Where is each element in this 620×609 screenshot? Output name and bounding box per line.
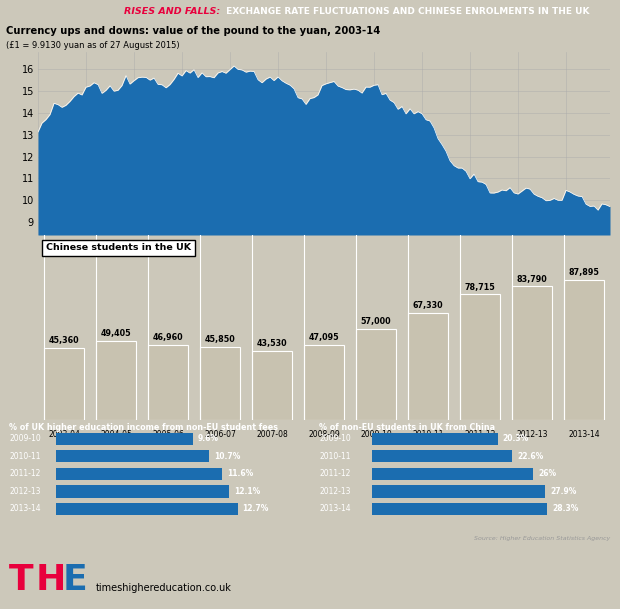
Text: 2009-10: 2009-10 xyxy=(319,434,351,443)
Text: 27.9%: 27.9% xyxy=(550,487,577,496)
Text: 43,530: 43,530 xyxy=(257,339,287,348)
Bar xyxy=(459,295,500,420)
Text: 22.6%: 22.6% xyxy=(517,452,543,461)
Bar xyxy=(200,347,241,420)
Bar xyxy=(56,468,222,480)
Text: 2013-14: 2013-14 xyxy=(9,504,41,513)
Bar xyxy=(56,485,229,498)
Text: 2012-13: 2012-13 xyxy=(319,487,351,496)
Text: 2005-06: 2005-06 xyxy=(152,430,184,439)
Text: 49,405: 49,405 xyxy=(100,329,131,339)
Text: 47,095: 47,095 xyxy=(309,333,339,342)
Text: 10.7%: 10.7% xyxy=(214,452,240,461)
Bar xyxy=(372,503,547,515)
Bar xyxy=(356,329,396,420)
Text: 2012-13: 2012-13 xyxy=(9,487,41,496)
Bar xyxy=(252,351,292,420)
Text: 2010-11: 2010-11 xyxy=(319,452,351,461)
Text: timeshighereducation.co.uk: timeshighereducation.co.uk xyxy=(96,583,232,593)
Text: 87,895: 87,895 xyxy=(569,268,600,277)
Text: 2012-13: 2012-13 xyxy=(516,430,547,439)
Text: 45,850: 45,850 xyxy=(205,335,236,344)
Bar xyxy=(408,312,448,420)
Text: 67,330: 67,330 xyxy=(413,301,443,310)
Text: 2006-07: 2006-07 xyxy=(204,430,236,439)
Text: 2011-12: 2011-12 xyxy=(9,470,41,478)
Text: 2007-08: 2007-08 xyxy=(256,430,288,439)
Bar xyxy=(95,341,136,420)
Text: 2011-12: 2011-12 xyxy=(319,470,351,478)
Bar xyxy=(372,432,498,445)
Text: EXCHANGE RATE FLUCTUATIONS AND CHINESE ENROLMENTS IN THE UK: EXCHANGE RATE FLUCTUATIONS AND CHINESE E… xyxy=(223,7,590,15)
Text: (£1 = 9.9130 yuan as of 27 August 2015): (£1 = 9.9130 yuan as of 27 August 2015) xyxy=(6,41,180,51)
Text: 57,000: 57,000 xyxy=(361,317,391,326)
Text: 2004-05: 2004-05 xyxy=(100,430,132,439)
Text: T: T xyxy=(9,563,34,597)
Bar xyxy=(372,468,533,480)
Bar xyxy=(304,345,344,420)
Bar xyxy=(56,450,209,462)
Text: 46,960: 46,960 xyxy=(153,333,184,342)
Text: 2010-11: 2010-11 xyxy=(412,430,444,439)
Text: % of non-EU students in UK from China: % of non-EU students in UK from China xyxy=(319,423,495,432)
Text: 26%: 26% xyxy=(538,470,556,478)
Text: 28.3%: 28.3% xyxy=(552,504,579,513)
Text: 2003-04: 2003-04 xyxy=(48,430,80,439)
Text: 12.1%: 12.1% xyxy=(234,487,260,496)
Bar xyxy=(56,503,237,515)
Text: Source: Higher Education Statistics Agency: Source: Higher Education Statistics Agen… xyxy=(474,536,611,541)
Text: % of UK higher education income from non-EU student fees: % of UK higher education income from non… xyxy=(9,423,278,432)
Text: 2008-09: 2008-09 xyxy=(308,430,340,439)
Bar xyxy=(148,345,188,420)
Text: Chinese students in the UK: Chinese students in the UK xyxy=(46,244,191,252)
Text: 9.6%: 9.6% xyxy=(198,434,219,443)
Text: H: H xyxy=(36,563,66,597)
Text: 2010-11: 2010-11 xyxy=(9,452,41,461)
Text: 2009-10: 2009-10 xyxy=(9,434,41,443)
Text: 2013-14: 2013-14 xyxy=(319,504,351,513)
Text: 2011-12: 2011-12 xyxy=(464,430,495,439)
Bar xyxy=(44,348,84,420)
Text: RISES AND FALLS:: RISES AND FALLS: xyxy=(124,7,220,15)
Bar xyxy=(56,432,193,445)
Text: 11.6%: 11.6% xyxy=(227,470,253,478)
Bar xyxy=(372,450,512,462)
Text: 2013-14: 2013-14 xyxy=(568,430,600,439)
Bar xyxy=(564,280,604,420)
Bar xyxy=(512,286,552,420)
Text: 78,715: 78,715 xyxy=(464,283,495,292)
Text: 45,360: 45,360 xyxy=(49,336,79,345)
Text: 20.3%: 20.3% xyxy=(503,434,529,443)
Text: E: E xyxy=(63,563,87,597)
Text: 12.7%: 12.7% xyxy=(242,504,269,513)
Text: Currency ups and downs: value of the pound to the yuan, 2003-14: Currency ups and downs: value of the pou… xyxy=(6,27,381,37)
Text: 83,790: 83,790 xyxy=(516,275,547,284)
Text: 2009-10: 2009-10 xyxy=(360,430,392,439)
Bar xyxy=(372,485,545,498)
